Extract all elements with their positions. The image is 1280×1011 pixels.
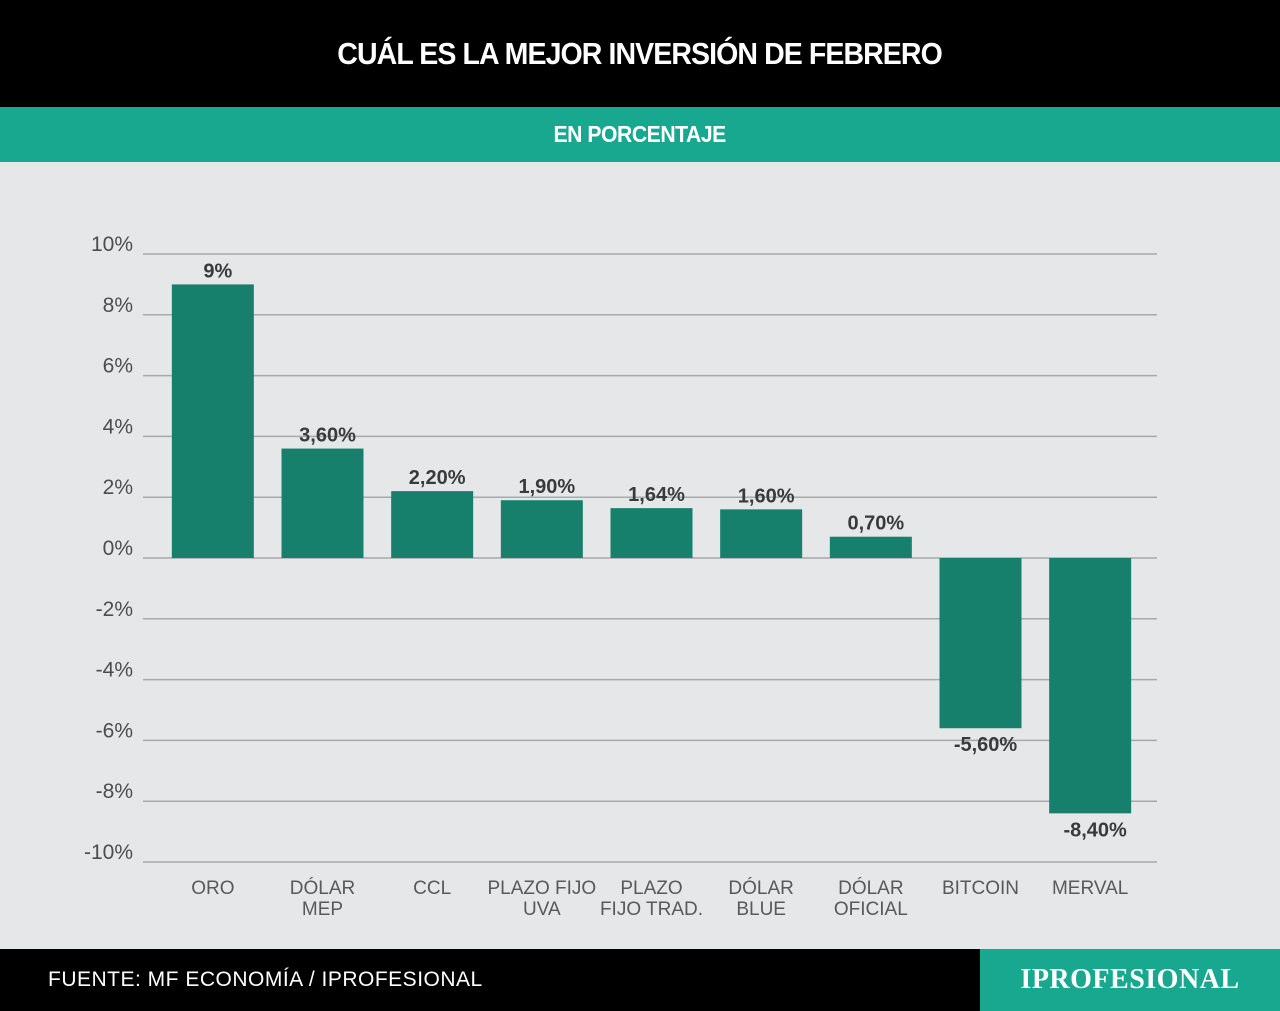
- y-tick-label: 8%: [103, 294, 133, 317]
- x-tick-label: DÓLAR: [290, 877, 355, 899]
- x-tick-label: UVA: [523, 899, 561, 920]
- x-tick-label: BLUE: [736, 899, 786, 920]
- y-tick-label: 10%: [91, 233, 133, 256]
- bar: [829, 536, 912, 558]
- y-tick-label: 2%: [103, 476, 133, 499]
- data-label: 9%: [203, 260, 232, 282]
- y-tick-label: 4%: [103, 415, 133, 438]
- header-bar: CUÁL ES LA MEJOR INVERSIÓN DE FEBRERO: [0, 0, 1280, 107]
- x-tick-label: MERVAL: [1052, 878, 1128, 899]
- chart-area: 10% 8% 6% 4% 2% 0% -2% -4% -6% -8% -10% 9% ORO 3,60% D…: [0, 162, 1280, 949]
- y-tick-label: 6%: [103, 355, 133, 378]
- x-tick-label: DÓLAR: [728, 877, 793, 899]
- data-label: -5,60%: [954, 734, 1018, 756]
- y-tick-label: -4%: [96, 659, 133, 682]
- y-tick-label: -2%: [96, 598, 133, 621]
- footer-bar: FUENTE: MF ECONOMÍA / IPROFESIONAL IPROF…: [0, 949, 1280, 1011]
- brand-logo: IPROFESIONAL: [980, 949, 1280, 1011]
- y-tick-label: -10%: [84, 841, 133, 864]
- bar: [281, 448, 364, 558]
- x-tick-label: PLAZO: [620, 878, 682, 899]
- subheader-bar: EN PORCENTAJE: [0, 107, 1280, 162]
- y-tick-label: -6%: [96, 719, 133, 742]
- chart-subtitle: EN PORCENTAJE: [553, 121, 727, 147]
- data-label: -8,40%: [1063, 819, 1127, 841]
- data-label: 2,20%: [409, 467, 466, 489]
- bar: [500, 500, 583, 558]
- x-tick-label: ORO: [191, 878, 234, 899]
- x-tick-label: MEP: [302, 899, 343, 920]
- bar: [171, 284, 254, 558]
- data-label: 1,64%: [628, 484, 685, 506]
- x-tick-label: PLAZO FIJO: [487, 878, 596, 899]
- bar: [1049, 558, 1132, 814]
- data-label: 3,60%: [299, 425, 356, 447]
- data-label: 1,90%: [518, 476, 575, 498]
- x-tick-label: CCL: [413, 878, 451, 899]
- bar-chart: 10% 8% 6% 4% 2% 0% -2% -4% -6% -8% -10% 9% ORO 3,60% D…: [84, 233, 1157, 920]
- bar: [939, 558, 1022, 729]
- chart-title: CUÁL ES LA MEJOR INVERSIÓN DE FEBRERO: [337, 35, 943, 71]
- source-text: FUENTE: MF ECONOMÍA / IPROFESIONAL: [48, 968, 483, 991]
- data-label: 1,60%: [738, 485, 795, 507]
- x-tick-label: FIJO TRAD.: [600, 899, 703, 920]
- bar: [610, 508, 693, 558]
- x-tick-label: BITCOIN: [942, 878, 1019, 899]
- bar: [391, 491, 474, 558]
- y-tick-label: -8%: [96, 780, 133, 803]
- x-tick-label: DÓLAR: [838, 877, 903, 899]
- bar: [720, 509, 803, 558]
- y-tick-label: 0%: [103, 537, 133, 560]
- data-label: 0,70%: [847, 513, 904, 535]
- x-tick-label: OFICIAL: [834, 899, 908, 920]
